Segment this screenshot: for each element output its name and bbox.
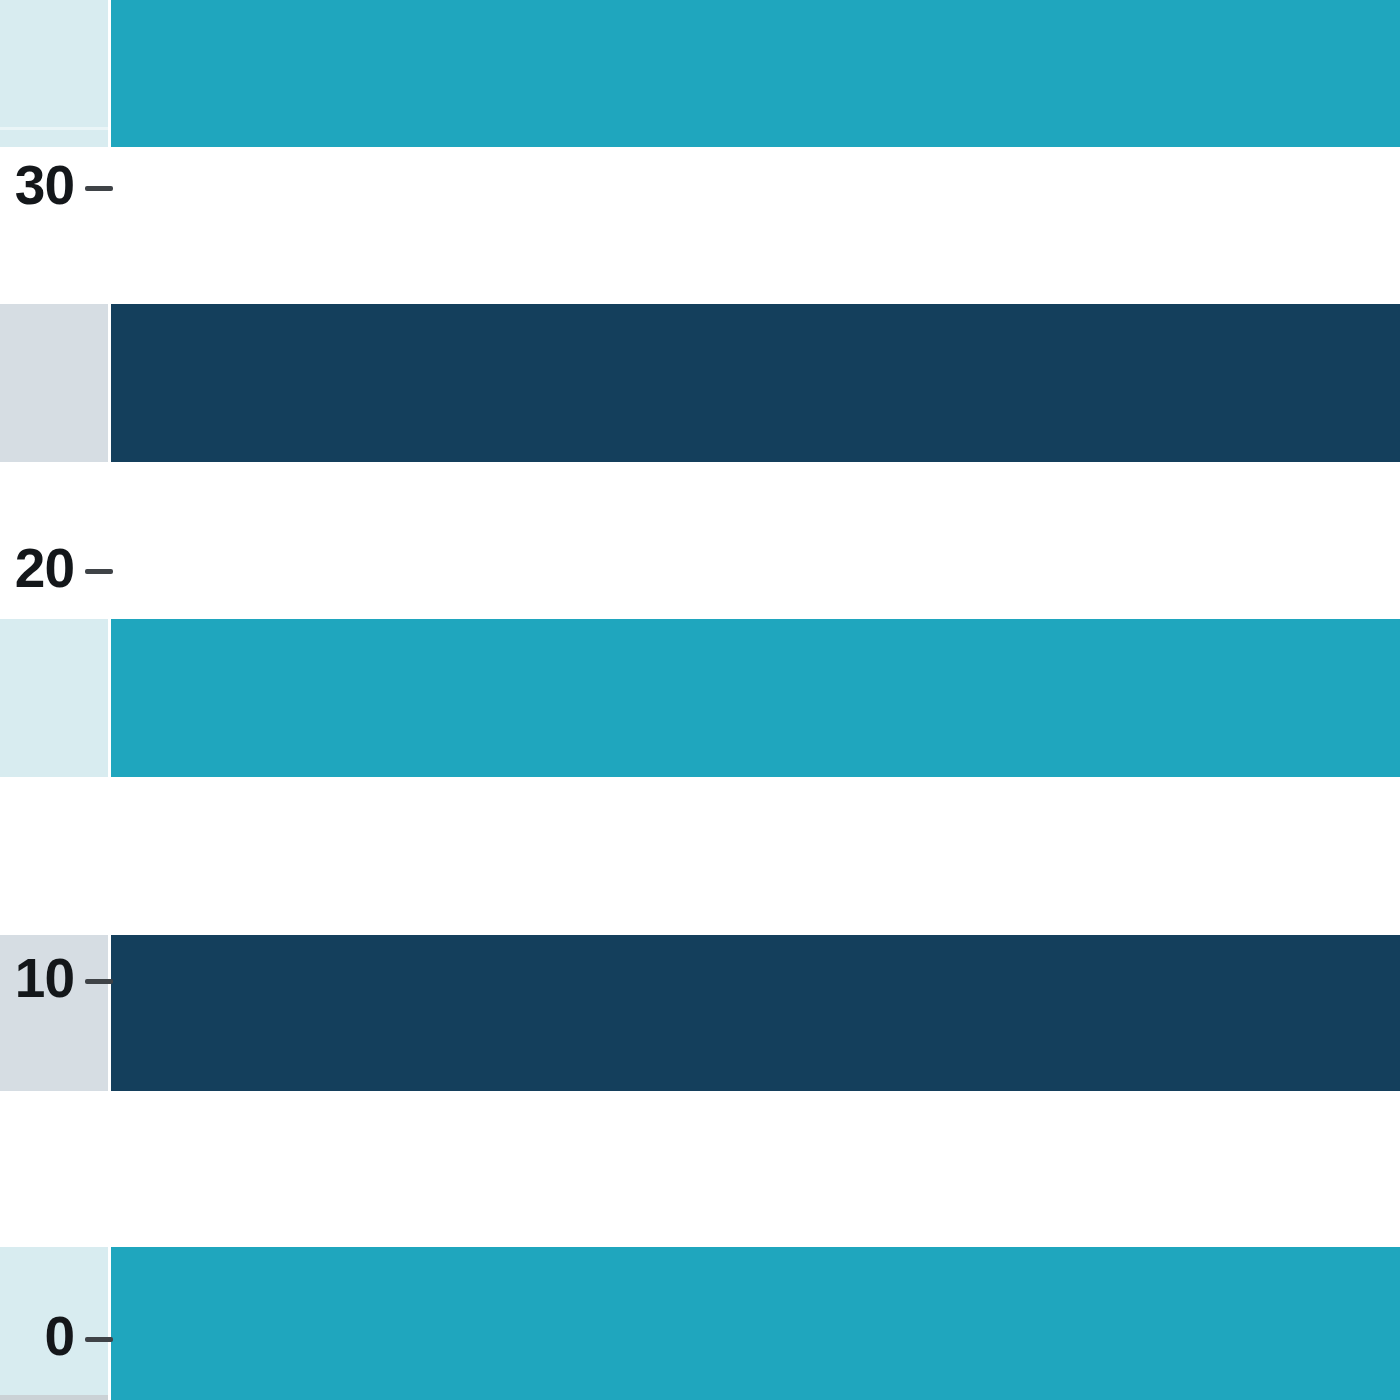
left-bar-footer-segment (0, 1395, 108, 1400)
right-bar-segment-teal (111, 0, 1400, 147)
y-axis-tick-label-20: 20 (0, 541, 74, 596)
left-bar-segment-navy-pale (0, 304, 108, 462)
y-axis-tick-label-30: 30 (0, 158, 74, 213)
right-bar-segment-teal (111, 619, 1400, 777)
y-axis-tick-mark-20 (85, 569, 113, 574)
y-axis-tick-mark-30 (85, 186, 113, 191)
right-bar-segment-navy (111, 935, 1400, 1091)
y-axis-tick-mark-10 (85, 979, 113, 984)
left-bar-segment-divider (0, 127, 108, 130)
left-bar-segment-teal-pale (0, 619, 108, 777)
y-axis-tick-mark-0 (85, 1337, 113, 1342)
right-bar-segment-teal (111, 1247, 1400, 1400)
left-bar-segment-teal-pale (0, 0, 108, 147)
y-axis-tick-label-10: 10 (0, 951, 74, 1006)
right-bar-segment-navy (111, 304, 1400, 462)
y-axis-tick-label-0: 0 (0, 1309, 74, 1364)
bar-chart-zoomed-crop: 30 20 10 0 (0, 0, 1400, 1400)
